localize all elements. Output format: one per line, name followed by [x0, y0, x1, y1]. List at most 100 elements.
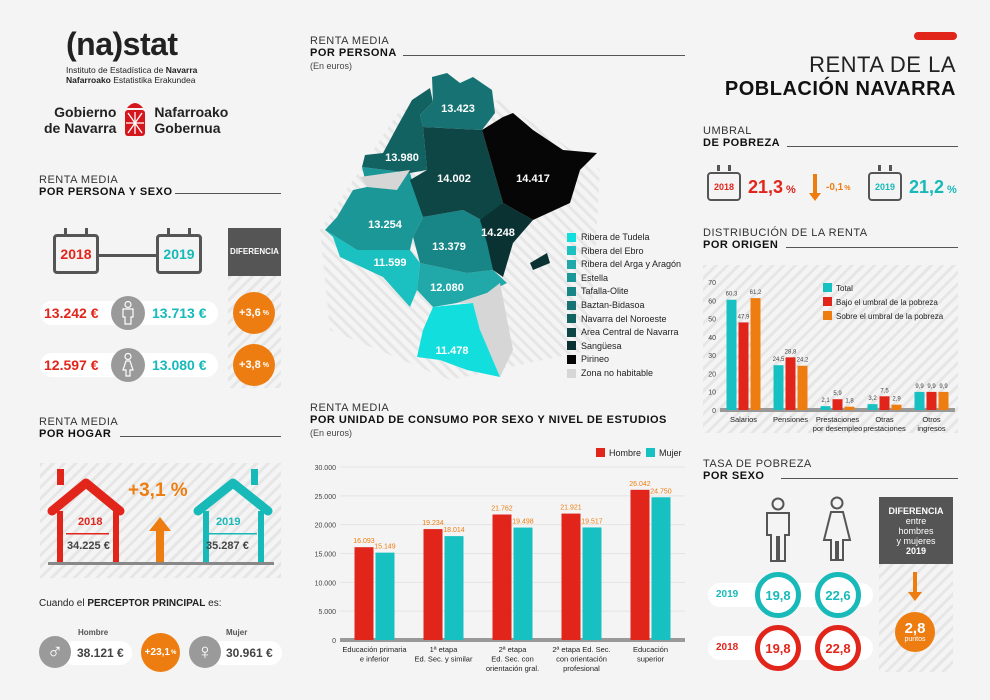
umbral-change: -0,1 — [826, 182, 844, 193]
diferencia-header: DIFERENCIA — [228, 228, 281, 276]
y-tick-label: 20.000 — [315, 523, 337, 530]
bar-sobre-el-umbral-de-la-pobreza — [938, 391, 949, 410]
nastat-logo-text: (na)stat — [66, 26, 178, 62]
year-label: 2018 — [713, 181, 735, 192]
bar-sobre-el-umbral-de-la-pobreza — [891, 404, 902, 410]
diff-unit: puntos — [904, 636, 926, 643]
y-tick-label: 5.000 — [318, 609, 336, 616]
y-tick-label: 15.000 — [315, 552, 337, 559]
logo-sub: Navarra — [165, 65, 198, 75]
x-category-label: 1ª etapa — [430, 645, 459, 654]
y-tick-label: 30.000 — [315, 465, 337, 472]
map-value-label: 14.417 — [516, 173, 550, 185]
data-label: 26.042 — [629, 481, 651, 488]
bar-bajo-el-umbral-de-la-pobreza — [738, 322, 749, 410]
bar-bajo-el-umbral-de-la-pobreza — [879, 396, 890, 410]
value: 19,8 — [765, 640, 791, 656]
x-category-label: Pensiones — [773, 415, 808, 424]
legend-label: Area Central de Navarra — [581, 327, 679, 338]
houses-illustration — [47, 469, 274, 565]
hogar-value-2019: 35.287 € — [206, 540, 249, 552]
x-category-label: Otros — [922, 415, 941, 424]
perceptor-text: PERCEPTOR PRINCIPAL — [87, 598, 206, 609]
x-category-label: con orientación — [556, 655, 607, 664]
data-label: 16.093 — [353, 538, 375, 545]
data-label: 28,8 — [785, 349, 797, 355]
arrow-down-icon — [809, 174, 821, 201]
value: 22,6 — [825, 587, 851, 603]
gov-text: Nafarroako — [154, 104, 229, 120]
bar-bajo-el-umbral-de-la-pobreza — [832, 399, 843, 410]
section-title: RENTA MEDIA — [310, 402, 390, 414]
map-value-label: 13.423 — [441, 103, 475, 115]
bar-hombre — [561, 513, 581, 640]
section-subtitle: POR ORIGEN — [703, 239, 779, 251]
map-region-navarra-del-noroeste — [362, 88, 433, 173]
diff-points-badge: 2,8 puntos — [895, 612, 935, 652]
bar-hombre — [354, 547, 374, 640]
legend-label: Ribera del Ebro — [581, 245, 644, 256]
income-2019: 13.080 € — [152, 357, 207, 373]
bar-total — [914, 391, 925, 410]
x-category-label: superior — [637, 655, 665, 664]
legend-swatch — [567, 232, 576, 242]
data-label: 24,2 — [797, 358, 809, 364]
legend-label: Sangüesa — [581, 340, 622, 351]
map-region-sanguesa-enclave — [530, 253, 550, 270]
data-label: 5,9 — [833, 391, 842, 397]
y-tick-label: 20 — [708, 371, 716, 378]
arrow-up-icon — [149, 517, 171, 563]
x-category-label: Ed. Sec. y similar — [415, 655, 473, 664]
legend-swatch — [823, 311, 832, 320]
gobierno-logo: Gobierno de Navarra Nafarroako Gobernua — [44, 100, 228, 140]
income-2019: 13.713 € — [152, 305, 207, 321]
bar-mujer — [651, 497, 671, 640]
x-category-label: prestaciones — [863, 424, 906, 433]
y-tick-label: 10.000 — [315, 580, 337, 587]
data-label: 61,2 — [750, 290, 762, 296]
legend-swatch — [567, 273, 576, 283]
bar-bajo-el-umbral-de-la-pobreza — [926, 391, 937, 410]
section-subtitle: POR HOGAR — [39, 428, 112, 440]
x-category-label: Prestaciones — [816, 415, 860, 424]
perceptor-text: es: — [205, 598, 222, 609]
legend-item: Baztan-Bidasoa — [567, 300, 645, 310]
map-value-label: 13.379 — [432, 241, 466, 253]
x-category-label: Otras — [875, 415, 894, 424]
diff-title: DIFERENCIA — [888, 506, 944, 516]
navarra-map: 11.478 11.599 12.080 13.254 13.379 13.423 13.9… — [320, 73, 600, 380]
calendar-2018: 2018 — [53, 228, 99, 274]
x-category-label: 2ª etapa Ed. Sec. — [552, 645, 610, 654]
data-label: 18.014 — [443, 527, 465, 534]
logo-sub: Instituto de Estadística de — [66, 65, 166, 75]
x-category-label: Educación primaria — [342, 645, 407, 654]
legend-swatch — [567, 341, 576, 351]
legend-swatch — [823, 297, 832, 306]
calendar-2018: 2018 — [707, 165, 741, 201]
diff-badge: +3,6% — [233, 292, 275, 334]
map-region-zona-no-habitable — [360, 170, 410, 190]
legend-label: Sobre el umbral de la pobreza — [836, 312, 944, 321]
section-subtitle: POR SEXO — [703, 470, 765, 482]
legend-swatch — [567, 286, 576, 296]
tasa-hombre-2018: 19,8 — [755, 625, 801, 671]
data-label: 9,9 — [939, 384, 948, 390]
legend-item: Estella — [567, 273, 608, 283]
legend-label: Mujer — [659, 448, 682, 458]
nastat-logo: (na)stat Instituto de Estadística de Nav… — [66, 26, 197, 85]
pct-sign: % — [786, 184, 796, 196]
section-title: RENTA MEDIA — [310, 35, 390, 47]
value: 19,8 — [765, 587, 791, 603]
legend-item: Ribera de Tudela — [567, 232, 650, 242]
data-label: 2,9 — [892, 397, 901, 403]
bar-total — [820, 406, 831, 410]
section-subtitle: POR UNIDAD DE CONSUMO POR SEXO Y NIVEL D… — [310, 414, 667, 426]
map-region-tafalla-olite — [413, 210, 493, 273]
diff-badge: +3,8% — [233, 344, 275, 386]
legend-swatch — [567, 259, 576, 269]
legend-swatch — [596, 448, 605, 457]
umbral-2019-value: 21,2 — [909, 177, 945, 197]
gov-text: Gobierno — [54, 104, 117, 120]
bar-total — [726, 299, 737, 410]
section-title: RENTA MEDIA — [39, 416, 119, 428]
